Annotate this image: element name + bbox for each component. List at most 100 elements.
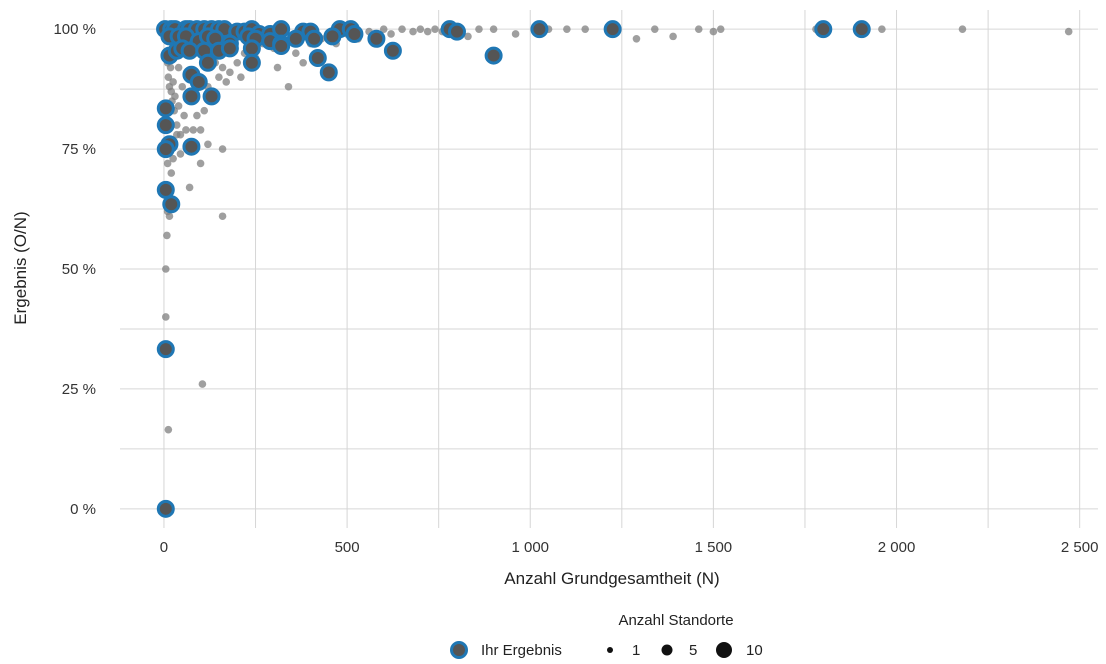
other-point: [292, 49, 300, 57]
legend: Anzahl Standorte Ihr Ergebnis 1 5 10: [450, 612, 763, 659]
legend-size-marker-5: [661, 644, 673, 656]
other-point: [171, 92, 179, 101]
other-point: [215, 73, 223, 81]
highlight-point: [345, 24, 364, 43]
highlight-point: [198, 53, 217, 72]
other-point: [165, 212, 174, 221]
legend-highlight-marker: [450, 641, 468, 659]
other-point: [475, 25, 483, 33]
other-point: [172, 121, 181, 129]
highlight-point: [319, 63, 338, 82]
other-point: [222, 78, 231, 86]
other-point: [174, 102, 183, 110]
other-point: [650, 25, 659, 33]
highlight-point: [202, 87, 221, 106]
other-point: [237, 73, 245, 81]
highlight-point: [814, 20, 833, 39]
highlight-point: [182, 137, 201, 156]
other-point: [273, 63, 282, 72]
other-point: [387, 30, 395, 38]
y-tick-label: 100 %: [53, 21, 96, 38]
other-point: [958, 25, 967, 33]
y-axis-title: Ergebnis (O/N): [11, 211, 30, 324]
other-point: [669, 32, 677, 41]
highlight-point: [603, 20, 622, 39]
other-point: [379, 25, 388, 33]
other-point: [185, 183, 194, 192]
other-point: [632, 34, 641, 43]
highlight-point: [305, 29, 324, 48]
other-point: [511, 30, 520, 38]
other-point: [196, 126, 205, 134]
x-tick-label: 2 500: [1061, 539, 1099, 556]
highlight-point: [162, 195, 181, 214]
other-point: [398, 25, 406, 33]
other-point: [464, 32, 472, 41]
legend-size-label-5: 5: [689, 642, 697, 659]
other-point: [196, 159, 205, 168]
highlight-point: [156, 340, 175, 359]
other-point: [299, 58, 307, 67]
x-tick-label: 0: [160, 539, 168, 556]
other-point: [218, 212, 227, 221]
other-points-layer: [161, 25, 1073, 434]
other-point: [161, 265, 170, 273]
other-point: [193, 111, 201, 120]
legend-size-label-1: 1: [632, 642, 640, 659]
legend-size-marker-10: [716, 642, 732, 658]
legend-size-marker-1: [607, 647, 613, 653]
other-point: [163, 159, 172, 168]
other-point: [431, 25, 439, 33]
highlight-point: [156, 499, 175, 518]
y-tick-label: 25 %: [62, 381, 96, 398]
other-point: [167, 169, 176, 177]
highlight-point: [220, 39, 239, 58]
other-point: [164, 73, 173, 81]
other-point: [178, 82, 187, 91]
legend-size-label-10: 10: [746, 642, 763, 659]
other-point: [709, 27, 718, 36]
highlight-point: [852, 20, 871, 39]
other-point: [166, 63, 175, 72]
other-point: [200, 106, 209, 115]
grid-lines: [120, 10, 1098, 528]
other-point: [423, 27, 432, 36]
highlight-points-layer: [156, 20, 871, 518]
other-point: [716, 25, 725, 33]
other-point: [878, 25, 886, 33]
other-point: [163, 231, 171, 240]
legend-series-label: Ihr Ergebnis: [481, 642, 562, 659]
x-tick-label: 2 000: [878, 539, 916, 556]
other-point: [581, 25, 589, 33]
other-point: [218, 63, 227, 72]
highlight-point: [484, 46, 503, 65]
other-point: [198, 380, 207, 388]
highlight-point: [383, 41, 402, 60]
highlight-point: [447, 22, 466, 41]
other-point: [204, 140, 212, 149]
highlight-point: [530, 20, 549, 39]
other-point: [164, 425, 173, 434]
legend-title: Anzahl Standorte: [618, 612, 733, 629]
highlight-point: [323, 27, 342, 46]
tick-labels: 0 500 1 000 1 500 2 000 2 500 0 % 25 % 50 % 75 % 1…: [53, 21, 1098, 556]
other-point: [489, 25, 498, 33]
other-point: [161, 313, 170, 321]
other-point: [416, 25, 425, 33]
other-point: [218, 145, 227, 153]
y-tick-label: 50 %: [62, 261, 96, 278]
other-point: [169, 78, 177, 86]
other-point: [233, 58, 242, 67]
highlight-point: [286, 29, 305, 48]
other-point: [189, 126, 198, 134]
x-axis-title: Anzahl Grundgesamtheit (N): [504, 569, 719, 588]
other-point: [180, 111, 188, 120]
highlight-point: [180, 41, 199, 60]
highlight-point: [156, 180, 175, 199]
other-point: [226, 68, 234, 77]
y-tick-label: 75 %: [62, 141, 96, 158]
highlight-point: [156, 140, 175, 159]
highlight-point: [156, 99, 175, 118]
other-point: [563, 25, 571, 33]
